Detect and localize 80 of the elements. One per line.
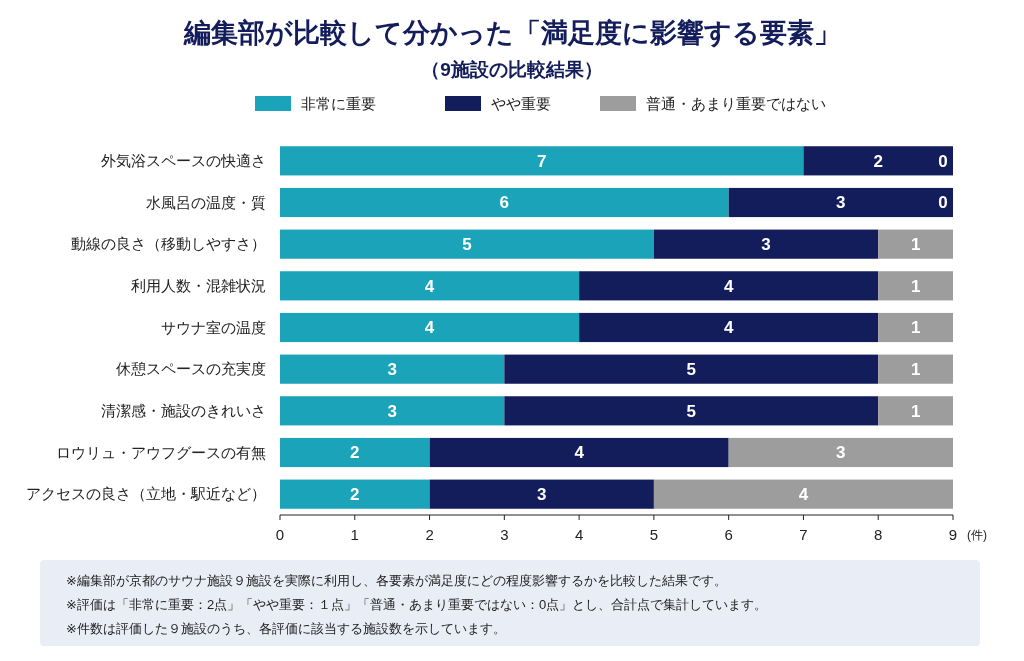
- x-tick-label: 2: [425, 526, 434, 544]
- x-tick-label: 9: [948, 526, 958, 544]
- x-tick-label: 3: [500, 526, 509, 544]
- bar: [653, 229, 879, 259]
- y-tick-label: アクセスの良さ（立地・駅近など）: [26, 485, 266, 503]
- y-tick-label: 外気浴スペースの快適さ: [101, 152, 266, 170]
- y-tick-label: ロウリュ・アウフグースの有無: [56, 443, 266, 461]
- bar: [803, 146, 953, 176]
- y-tick-label: サウナ室の温度: [161, 318, 266, 336]
- bar: [280, 479, 430, 509]
- data-label: 3: [536, 485, 547, 505]
- data-label: 3: [387, 360, 397, 380]
- data-label: 1: [910, 318, 921, 338]
- bar: [878, 312, 953, 343]
- data-label: 2: [350, 443, 360, 463]
- data-label: 5: [686, 360, 697, 380]
- data-label: 1: [910, 235, 921, 255]
- bar: [579, 312, 879, 343]
- bar: [728, 437, 953, 468]
- data-label: 6: [499, 193, 510, 213]
- bar: [280, 354, 505, 384]
- bar: [878, 229, 953, 259]
- data-label: 7: [536, 151, 547, 171]
- x-tick-label: 0: [275, 526, 285, 544]
- data-label: 3: [836, 443, 846, 463]
- bar: [579, 271, 879, 301]
- legend-label: やや重要: [491, 95, 551, 113]
- y-tick-label: 動線の良さ（移動しやすさ）: [71, 235, 266, 253]
- legend-label: 非常に重要: [301, 95, 376, 113]
- data-label: 4: [723, 276, 734, 296]
- data-label: 2: [873, 151, 883, 171]
- y-tick-label: 清潔感・施設のきれいさ: [101, 402, 266, 420]
- data-label: 4: [798, 485, 809, 505]
- data-label: 3: [387, 401, 397, 421]
- bar: [878, 354, 953, 384]
- x-tick-label: 8: [874, 526, 883, 544]
- bar: [280, 312, 580, 343]
- bar: [878, 271, 953, 301]
- text: ※件数は評価した９施設のうち、各評価に該当する施設数を示しています。: [66, 620, 506, 636]
- data-label: 0: [938, 151, 948, 171]
- bar: [280, 146, 804, 176]
- data-label: 4: [424, 276, 435, 296]
- x-tick-label: 7: [799, 526, 808, 544]
- x-tick-label: 1: [350, 526, 359, 544]
- y-tick-label: 水風呂の温度・質: [146, 193, 266, 211]
- data-label: 5: [686, 401, 697, 421]
- x-tick-label: 5: [649, 526, 659, 544]
- data-label: 4: [424, 318, 435, 338]
- data-label: 2: [350, 485, 360, 505]
- bar: [878, 396, 953, 426]
- chart-subtitle: （9施設の比較結果）: [421, 59, 603, 80]
- data-label: 4: [723, 318, 734, 338]
- bar: [280, 396, 505, 426]
- data-label: 1: [910, 360, 921, 380]
- bar: [429, 479, 654, 509]
- bar: [504, 354, 879, 384]
- text: ※編集部が京都のサウナ施設９施設を実際に利用し、各要素が満足度にどの程度影響するかを比較した結果です。: [66, 572, 727, 588]
- chart-title: 編集部が比較して分かった「満足度に影響する要素」: [182, 18, 841, 48]
- bar: [728, 187, 953, 218]
- legend-label: 普通・あまり重要ではない: [646, 95, 826, 113]
- data-label: 1: [910, 276, 921, 296]
- data-label: 0: [938, 193, 948, 213]
- bar: [280, 229, 654, 259]
- text: ※評価は「非常に重要：2点」「やや重要：１点」「普通・あまり重要ではない：0点」とし、合計点で集計しています。: [66, 596, 768, 612]
- data-label: 4: [574, 443, 585, 463]
- bar: [653, 479, 953, 509]
- bar: [280, 437, 430, 468]
- x-tick-label: 6: [724, 526, 733, 544]
- y-tick-label: 利用人数・混雑状況: [131, 277, 266, 295]
- x-tick-label: 4: [574, 526, 584, 544]
- bar: [280, 187, 729, 218]
- bar: [504, 396, 879, 426]
- data-label: 1: [910, 401, 921, 421]
- data-label: 3: [761, 235, 771, 255]
- data-label: 3: [836, 193, 846, 213]
- data-label: 5: [462, 235, 472, 255]
- bar: [280, 271, 580, 301]
- bar: [429, 437, 729, 468]
- y-tick-label: 休憩スペースの充実度: [116, 360, 266, 378]
- x-axis-title: (件): [967, 528, 987, 543]
